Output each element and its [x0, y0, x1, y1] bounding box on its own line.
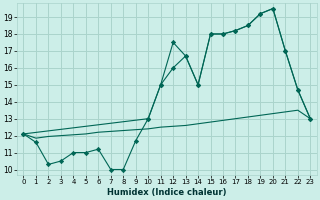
X-axis label: Humidex (Indice chaleur): Humidex (Indice chaleur) [107, 188, 227, 197]
